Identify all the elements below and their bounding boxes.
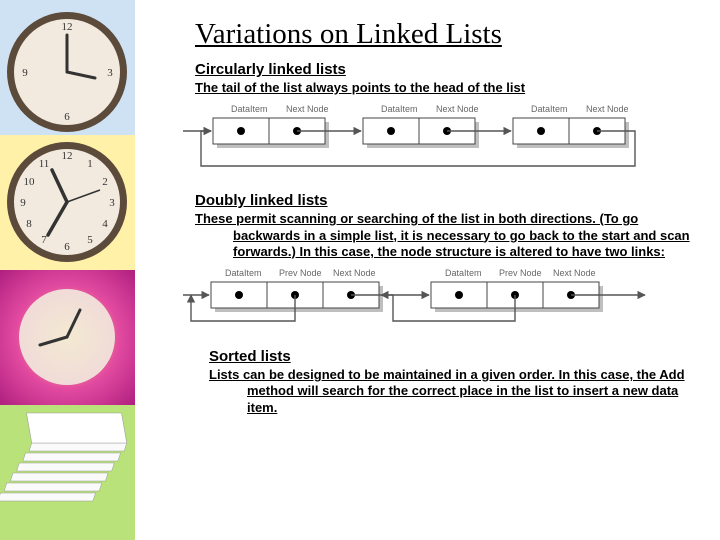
svg-text:DataItem: DataItem [445,268,482,278]
svg-text:1: 1 [87,158,93,170]
svg-text:Prev Node: Prev Node [499,268,542,278]
text-sorted: Lists can be designed to be maintained i… [209,367,690,416]
label-next: Next Node [586,104,629,114]
svg-text:12: 12 [62,150,73,162]
svg-text:9: 9 [20,197,26,209]
svg-text:6: 6 [64,241,70,253]
svg-text:Prev Node: Prev Node [279,268,322,278]
svg-text:8: 8 [26,218,32,230]
heading-sorted: Sorted lists [209,348,690,365]
svg-text:2: 2 [102,176,108,188]
sidebar-tiles: 123 69 123 69 12 45 78 1011 [0,0,135,540]
heading-circular: Circularly linked lists [195,61,690,78]
tile-clock-blue: 12 3 6 9 [0,0,135,135]
diagram-doubly: DataItem Prev Node Next Node DataItem Pr… [183,266,690,336]
label-data: DataItem [531,104,568,114]
svg-text:4: 4 [102,218,108,230]
slide-content: Variations on Linked Lists Circularly li… [135,0,720,540]
svg-text:Next Node: Next Node [333,268,376,278]
label-next: Next Node [436,104,479,114]
label-data: DataItem [231,104,268,114]
tile-papers [0,405,135,540]
heading-doubly: Doubly linked lists [195,192,690,209]
diagram-circular: DataItem Next Node DataItem Next Node Da… [183,102,690,180]
svg-text:DataItem: DataItem [225,268,262,278]
label-next: Next Node [286,104,329,114]
svg-text:3: 3 [107,67,113,79]
tile-clock-yellow: 123 69 12 45 78 1011 [0,135,135,270]
label-data: DataItem [381,104,418,114]
svg-text:7: 7 [41,234,47,246]
tile-clock-pink [0,270,135,405]
svg-text:11: 11 [39,158,50,170]
svg-text:12: 12 [62,21,73,33]
text-doubly: These permit scanning or searching of th… [195,211,690,260]
svg-text:Next Node: Next Node [553,268,596,278]
svg-text:10: 10 [24,176,36,188]
svg-text:5: 5 [87,234,93,246]
svg-text:6: 6 [64,111,70,123]
text-circular: The tail of the list always points to th… [195,80,690,96]
svg-text:9: 9 [22,67,28,79]
svg-text:3: 3 [109,197,115,209]
page-title: Variations on Linked Lists [195,18,690,51]
